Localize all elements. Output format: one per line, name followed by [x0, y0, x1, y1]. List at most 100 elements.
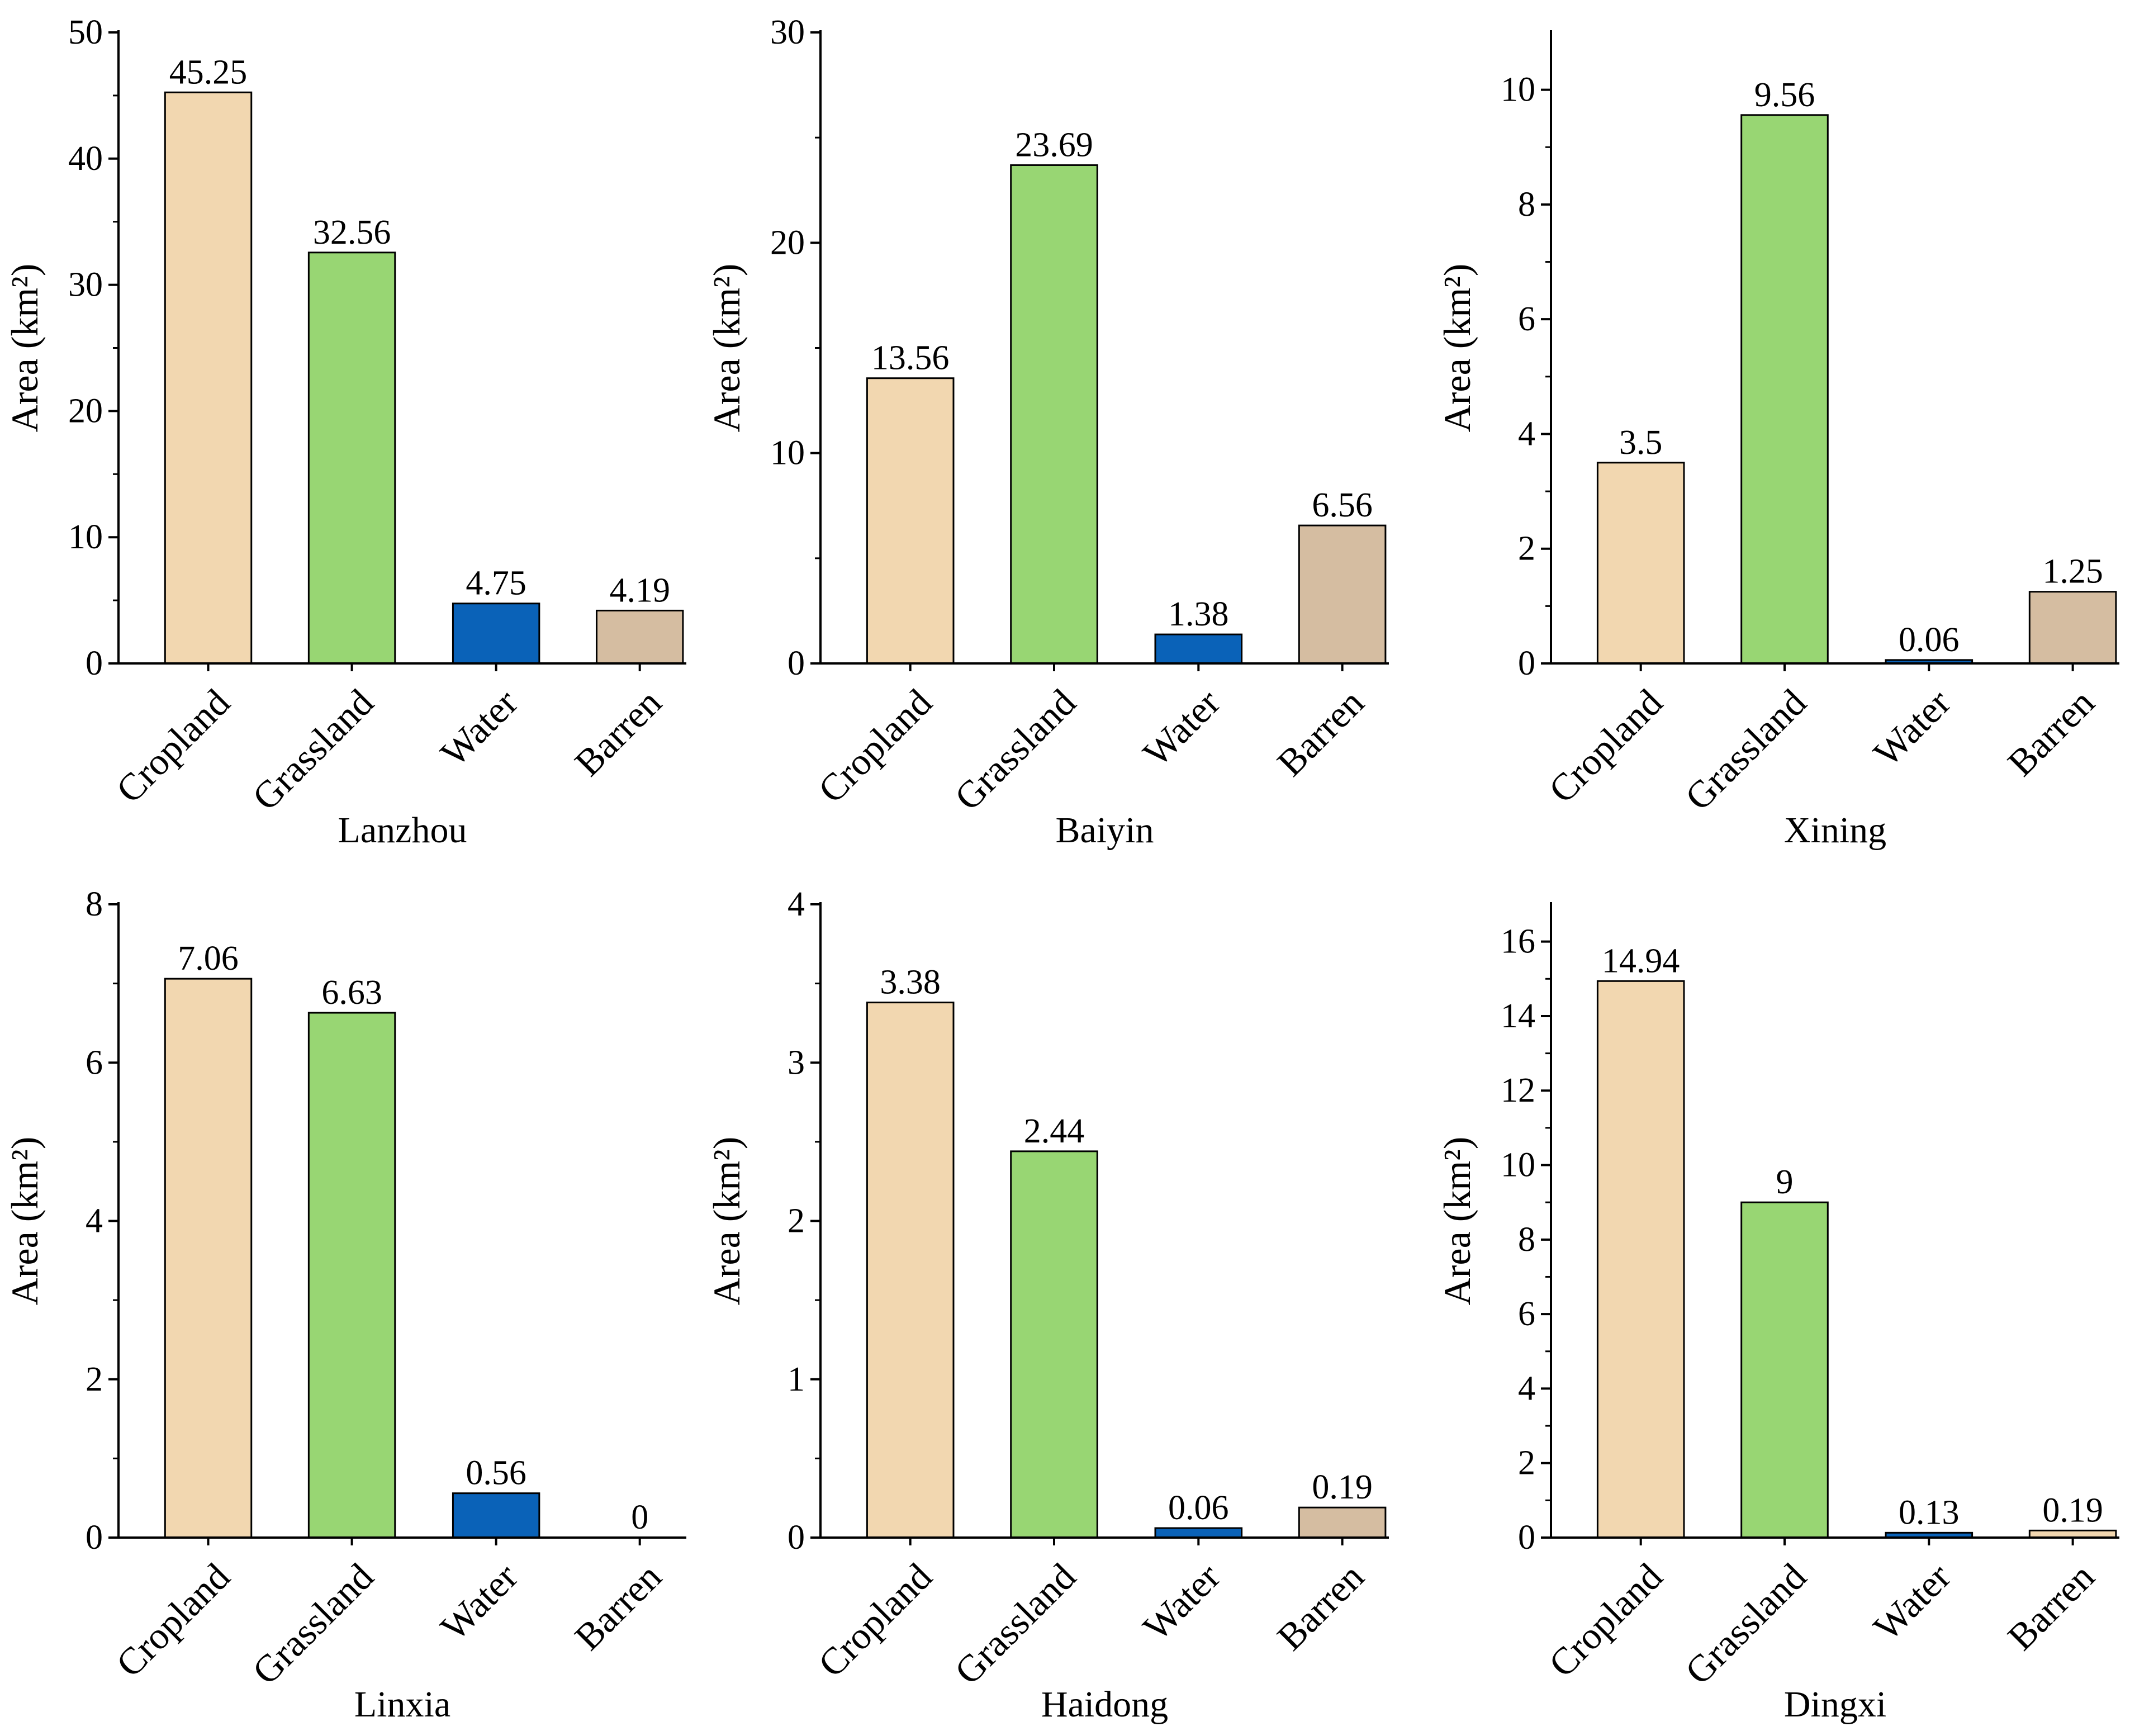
y-tick-label: 4 [1518, 1369, 1535, 1407]
category-label: Barren [1999, 1555, 2103, 1658]
y-tick-label: 4 [1518, 415, 1535, 453]
category-label: Grassland [244, 1555, 382, 1692]
bar-cropland [164, 91, 253, 665]
y-tick-label: 10 [1501, 71, 1535, 109]
value-label: 9 [1776, 1163, 1793, 1201]
chart-panel-xining: 3.5 Cropland 9.56 Grassland 0.06 Water 1.25 Bar… [1436, 30, 2119, 851]
category-label: Barren [1999, 681, 2103, 784]
bar-grassland [1010, 164, 1098, 665]
value-label: 4.19 [609, 571, 670, 609]
value-label: 9.56 [1754, 76, 1815, 114]
category-label: Grassland [946, 1555, 1084, 1692]
x-axis-label: Haidong [1041, 1684, 1168, 1725]
value-label: 0.13 [1899, 1493, 1960, 1531]
value-label: 0.19 [2042, 1491, 2103, 1529]
y-tick-label: 10 [770, 434, 805, 472]
x-axis-label: Lanzhou [338, 810, 467, 851]
x-axis-label: Baiyin [1056, 810, 1154, 851]
value-label: 14.94 [1602, 942, 1680, 980]
category-label: Water [432, 681, 526, 775]
bar-grassland [307, 1012, 396, 1539]
y-axis-label: Area (km²) [705, 264, 748, 433]
chart-panel-baiyin: 13.56 Cropland 23.69 Grassland 1.38 Water 6.56… [705, 13, 1389, 851]
y-tick-label: 0 [86, 1519, 103, 1557]
category-label: Water [432, 1555, 526, 1649]
y-tick-label: 6 [1518, 1295, 1535, 1333]
y-axis-label: Area (km²) [705, 1137, 748, 1306]
category-label: Water [1865, 681, 1959, 775]
y-tick-label: 2 [86, 1360, 103, 1398]
value-label: 1.38 [1168, 595, 1229, 633]
category-label: Cropland [108, 1555, 238, 1685]
y-tick-label: 40 [68, 140, 103, 178]
bar-cropland [866, 377, 955, 665]
y-tick-label: 0 [788, 644, 805, 682]
value-label: 3.38 [880, 964, 941, 1002]
y-tick-label: 16 [1501, 923, 1535, 961]
bar-barren [595, 609, 684, 665]
y-tick-label: 3 [788, 1044, 805, 1082]
chart-panel-linxia: 7.06 Cropland 6.63 Grassland 0.56 Water 0 Barre… [3, 885, 686, 1725]
x-axis-label: Xining [1784, 810, 1886, 851]
bar-barren [1298, 1506, 1387, 1539]
y-tick-label: 12 [1501, 1071, 1535, 1109]
bar-grassland [1740, 1201, 1829, 1539]
y-tick-label: 6 [1518, 300, 1535, 338]
category-label: Barren [566, 1555, 670, 1658]
category-label: Water [1865, 1555, 1959, 1649]
chart-panel-dingxi: 14.94 Cropland 9 Grassland 0.13 Water 0.19 Barr… [1436, 902, 2119, 1725]
category-label: Barren [566, 681, 670, 784]
value-label: 23.69 [1015, 126, 1093, 164]
y-tick-label: 2 [1518, 1444, 1535, 1482]
x-axis-label: Dingxi [1784, 1684, 1886, 1725]
y-tick-label: 2 [788, 1202, 805, 1240]
category-label: Grassland [1677, 681, 1814, 818]
y-tick-label: 10 [68, 518, 103, 556]
y-axis-label: Area (km²) [3, 264, 46, 433]
bar-grassland [307, 252, 396, 665]
category-label: Grassland [946, 681, 1084, 818]
value-label: 4.75 [466, 565, 526, 603]
category-label: Cropland [810, 1555, 940, 1685]
bar-grassland [1010, 1150, 1098, 1539]
value-label: 0.06 [1168, 1489, 1229, 1527]
bar-cropland [164, 978, 253, 1539]
category-label: Grassland [1677, 1555, 1814, 1692]
y-tick-label: 8 [1518, 186, 1535, 224]
category-label: Grassland [244, 681, 382, 818]
bar-water [452, 1492, 540, 1539]
y-tick-label: 8 [1518, 1221, 1535, 1259]
category-label: Cropland [1540, 681, 1671, 811]
y-tick-label: 4 [86, 1202, 103, 1240]
value-label: 0.06 [1899, 621, 1960, 659]
category-label: Cropland [810, 681, 940, 811]
y-tick-label: 30 [770, 13, 805, 51]
value-label: 7.06 [178, 940, 239, 978]
chart-panel-lanzhou: 45.25 Cropland 32.56 Grassland 4.75 Water 4.19… [3, 13, 686, 851]
y-tick-label: 20 [68, 392, 103, 430]
category-label: Cropland [1540, 1555, 1671, 1685]
value-label: 0 [631, 1498, 648, 1536]
chart-panel-haidong: 3.38 Cropland 2.44 Grassland 0.06 Water 0.19 Ba… [705, 885, 1389, 1725]
category-label: Cropland [108, 681, 238, 811]
y-tick-label: 8 [86, 885, 103, 923]
y-tick-label: 30 [68, 266, 103, 304]
y-tick-label: 0 [1518, 644, 1535, 682]
category-label: Barren [1269, 681, 1372, 784]
y-tick-label: 2 [1518, 530, 1535, 568]
bar-cropland [1596, 980, 1685, 1539]
bar-water [1154, 633, 1243, 665]
y-tick-label: 0 [86, 644, 103, 682]
y-tick-label: 1 [788, 1360, 805, 1398]
value-label: 1.25 [2042, 553, 2103, 591]
bar-water [1154, 1527, 1243, 1539]
value-label: 6.63 [321, 974, 382, 1012]
bar-grassland [1740, 114, 1829, 665]
y-tick-label: 10 [1501, 1146, 1535, 1184]
value-label: 45.25 [169, 53, 248, 91]
bar-cropland [1596, 462, 1685, 665]
y-tick-label: 0 [1518, 1519, 1535, 1557]
x-axis-label: Linxia [354, 1684, 450, 1725]
category-label: Water [1135, 681, 1228, 775]
